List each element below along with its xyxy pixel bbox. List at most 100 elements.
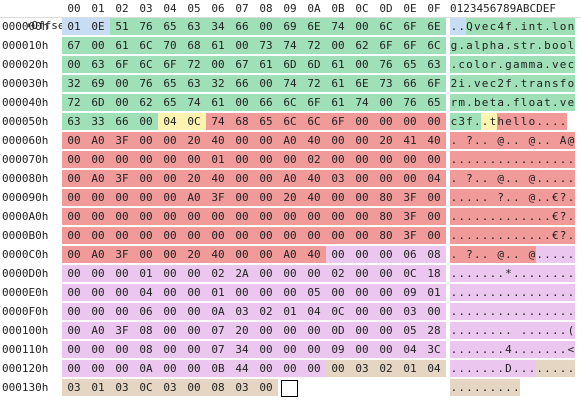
ascii-char[interactable]: . [567, 303, 575, 320]
ascii-char[interactable]: . [496, 208, 505, 225]
ascii-char[interactable]: f [512, 94, 521, 111]
ascii-char[interactable]: a [496, 37, 505, 54]
hex-byte[interactable]: 00 [86, 227, 110, 244]
ascii-char[interactable]: . [473, 303, 482, 320]
ascii-char[interactable]: . [504, 246, 513, 263]
ascii-char[interactable]: . [559, 246, 567, 263]
hex-byte[interactable]: 02 [374, 360, 398, 377]
hex-byte[interactable]: 00 [182, 227, 206, 244]
hex-byte[interactable]: 6E [350, 75, 374, 92]
ascii-char[interactable] [520, 132, 528, 149]
hex-byte[interactable]: 3F [206, 189, 230, 206]
hex-byte[interactable]: 3F [398, 189, 422, 206]
ascii-char[interactable]: . [543, 113, 552, 130]
hex-byte[interactable]: 32 [62, 75, 86, 92]
ascii-char[interactable]: . [567, 208, 575, 225]
hex-byte[interactable]: 3F [110, 322, 134, 339]
hex-byte[interactable]: 00 [230, 284, 254, 301]
ascii-char[interactable]: . [457, 322, 466, 339]
ascii-char[interactable]: . [543, 18, 552, 35]
ascii-char[interactable]: . [465, 379, 474, 396]
ascii-char[interactable]: . [551, 341, 560, 358]
ascii-char[interactable]: . [457, 189, 466, 206]
hex-byte[interactable]: 00 [278, 360, 302, 377]
hex-byte[interactable]: 00 [350, 189, 374, 206]
ascii-char[interactable]: . [496, 379, 505, 396]
hex-byte[interactable]: 73 [374, 75, 398, 92]
hex-byte[interactable]: 00 [350, 170, 374, 187]
ascii-char[interactable]: e [481, 18, 489, 35]
hex-byte[interactable]: 00 [182, 303, 206, 320]
hex-byte[interactable]: 03 [398, 303, 422, 320]
ascii-char[interactable]: . [535, 303, 544, 320]
ascii-char[interactable]: l [551, 18, 560, 35]
hex-byte[interactable]: A0 [86, 246, 110, 263]
ascii-char[interactable]: . [457, 265, 466, 282]
hex-byte[interactable]: 6F [326, 113, 350, 130]
edit-cursor[interactable] [281, 380, 298, 397]
hex-byte[interactable]: 08 [206, 379, 230, 396]
hex-byte[interactable]: 40 [422, 132, 446, 149]
ascii-char[interactable]: t [520, 75, 528, 92]
hex-byte[interactable]: 6C [134, 56, 158, 73]
hex-byte[interactable]: 00 [158, 132, 182, 149]
ascii-char[interactable]: . [528, 322, 536, 339]
ascii-char[interactable]: . [465, 227, 474, 244]
ascii-char[interactable]: a [465, 37, 474, 54]
hex-byte[interactable]: 6F [398, 37, 422, 54]
hex-byte[interactable]: 03 [350, 360, 374, 377]
hex-byte[interactable]: 6F [422, 75, 446, 92]
ascii-char[interactable]: v [551, 56, 560, 73]
hex-byte[interactable]: 70 [158, 37, 182, 54]
ascii-char[interactable]: € [551, 227, 560, 244]
ascii-char[interactable]: . [489, 379, 497, 396]
hex-byte[interactable]: 69 [86, 75, 110, 92]
ascii-char[interactable]: 4 [504, 341, 513, 358]
ascii-char[interactable]: 4 [496, 18, 505, 35]
hex-byte[interactable]: 04 [422, 360, 446, 377]
ascii-char[interactable]: . [528, 303, 536, 320]
ascii-char[interactable]: a [512, 56, 521, 73]
hex-byte[interactable]: 00 [254, 189, 278, 206]
ascii-char[interactable]: . [512, 341, 521, 358]
ascii-char[interactable]: . [473, 151, 482, 168]
ascii-char[interactable]: . [481, 113, 489, 130]
hex-byte[interactable]: 00 [134, 189, 158, 206]
ascii-char[interactable]: . [481, 189, 489, 206]
ascii-char[interactable]: . [481, 379, 489, 396]
hex-byte[interactable]: 65 [254, 113, 278, 130]
ascii-char[interactable]: . [512, 151, 521, 168]
ascii-char[interactable]: b [473, 94, 482, 111]
ascii-char[interactable]: . [457, 379, 466, 396]
hex-byte[interactable]: 00 [326, 208, 350, 225]
hex-byte[interactable]: 00 [182, 151, 206, 168]
ascii-char[interactable]: . [512, 360, 521, 377]
hex-byte[interactable]: 00 [374, 170, 398, 187]
ascii-char[interactable]: . [473, 132, 482, 149]
ascii-char[interactable]: . [567, 360, 575, 377]
hex-byte[interactable]: 00 [278, 265, 302, 282]
hex-byte[interactable]: 0A [134, 360, 158, 377]
hex-byte[interactable]: 6C [302, 113, 326, 130]
ascii-char[interactable]: . [512, 189, 521, 206]
ascii-char[interactable]: @ [528, 170, 536, 187]
hex-byte[interactable]: 00 [326, 360, 350, 377]
ascii-char[interactable]: . [520, 322, 528, 339]
hex-byte[interactable]: 00 [374, 284, 398, 301]
ascii-char[interactable]: v [473, 18, 482, 35]
hex-byte[interactable]: 32 [206, 75, 230, 92]
hex-byte[interactable]: 00 [158, 170, 182, 187]
hex-byte[interactable]: 08 [422, 246, 446, 263]
ascii-char[interactable]: . [465, 151, 474, 168]
hex-byte[interactable]: 00 [302, 265, 326, 282]
hex-byte[interactable]: 00 [62, 322, 86, 339]
hex-byte[interactable]: 00 [86, 265, 110, 282]
ascii-char[interactable]: < [567, 341, 575, 358]
ascii-char[interactable]: ? [559, 227, 567, 244]
hex-byte[interactable]: 66 [398, 75, 422, 92]
hex-byte[interactable]: 00 [62, 132, 86, 149]
ascii-char[interactable]: o [551, 37, 560, 54]
hex-byte[interactable]: 01 [206, 284, 230, 301]
hex-byte[interactable]: 00 [278, 208, 302, 225]
ascii-char[interactable]: . [489, 227, 497, 244]
